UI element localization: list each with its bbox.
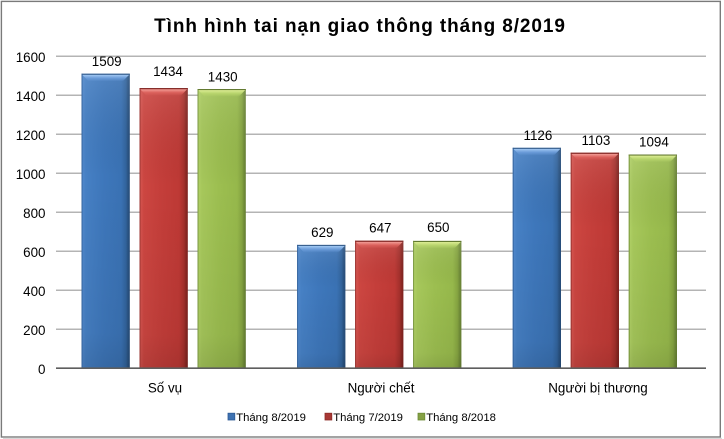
svg-text:647: 647	[369, 220, 391, 235]
svg-text:1000: 1000	[16, 167, 46, 182]
svg-text:400: 400	[23, 284, 45, 299]
svg-text:1103: 1103	[582, 133, 611, 148]
svg-text:1094: 1094	[639, 134, 669, 149]
svg-text:Tháng 7/2019: Tháng 7/2019	[333, 412, 403, 424]
svg-text:Tháng 8/2018: Tháng 8/2018	[426, 412, 496, 424]
svg-text:Tình hình tai nạn giao thông t: Tình hình tai nạn giao thông tháng 8/201…	[154, 16, 566, 37]
svg-text:0: 0	[38, 362, 45, 377]
svg-text:1509: 1509	[92, 54, 122, 69]
svg-text:600: 600	[23, 245, 45, 260]
svg-text:1200: 1200	[16, 128, 46, 143]
svg-text:Người chết: Người chết	[348, 381, 415, 396]
svg-text:1400: 1400	[16, 89, 46, 104]
svg-text:Số vụ: Số vụ	[148, 381, 182, 396]
svg-text:1430: 1430	[208, 70, 238, 85]
svg-text:650: 650	[427, 220, 449, 235]
svg-text:800: 800	[23, 206, 45, 221]
svg-text:1600: 1600	[16, 50, 46, 65]
svg-text:629: 629	[311, 225, 333, 240]
svg-text:200: 200	[23, 323, 45, 338]
svg-text:1434: 1434	[153, 64, 183, 79]
svg-text:Tháng 8/2019: Tháng 8/2019	[236, 412, 306, 424]
svg-text:Người bị thương: Người bị thương	[548, 381, 648, 396]
svg-text:1126: 1126	[524, 128, 553, 143]
